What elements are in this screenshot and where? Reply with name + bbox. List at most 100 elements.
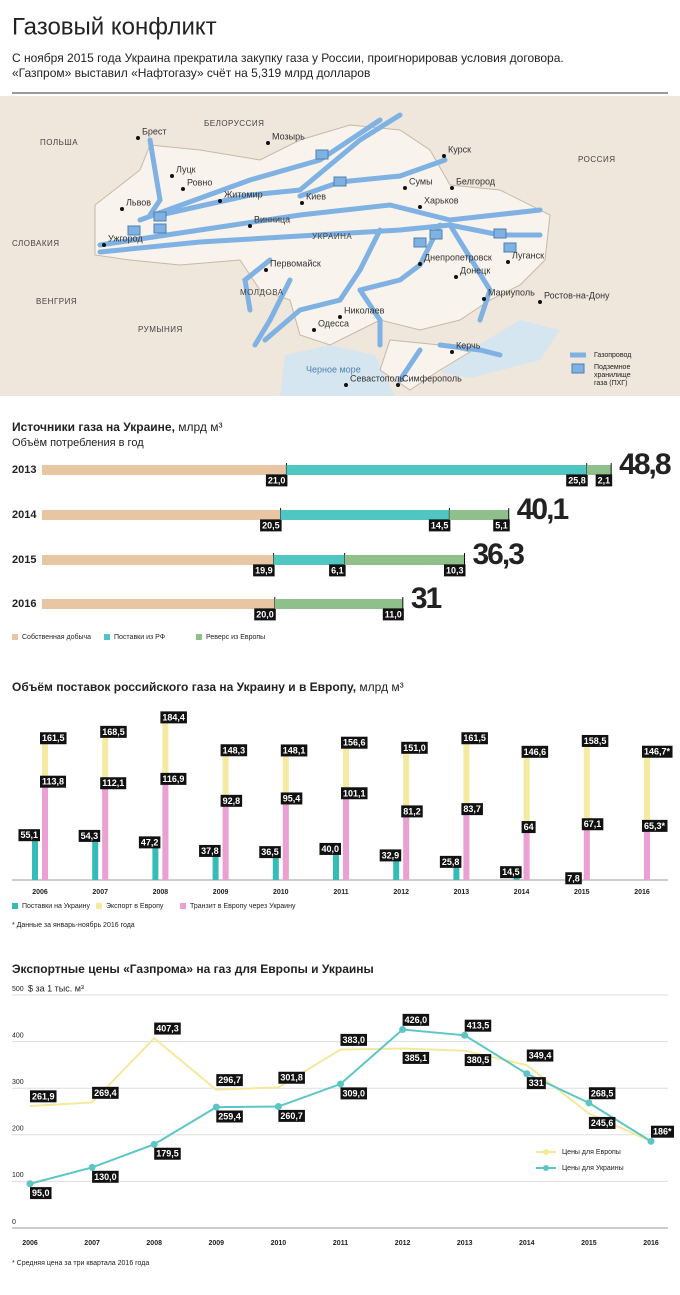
label-bg bbox=[154, 1022, 181, 1035]
city-label: Ужгород bbox=[108, 233, 143, 243]
city-dot bbox=[450, 186, 454, 190]
y-tick-label: 300 bbox=[12, 1079, 24, 1086]
city-dot bbox=[266, 141, 270, 145]
total-label: 31 bbox=[411, 582, 442, 615]
x-tick-label: 2015 bbox=[581, 1240, 597, 1247]
data-label: 301,8 bbox=[280, 1073, 303, 1083]
bar bbox=[644, 746, 650, 880]
data-label: 7,8 bbox=[567, 873, 580, 883]
point bbox=[150, 1140, 158, 1148]
data-label: 413,5 bbox=[467, 1021, 490, 1031]
x-tick-label: 2013 bbox=[454, 889, 470, 896]
city-label: Ростов-на-Дону bbox=[544, 290, 610, 300]
x-tick-label: 2006 bbox=[22, 1240, 38, 1247]
city-label: Брест bbox=[142, 126, 167, 136]
label-bg bbox=[92, 1086, 119, 1099]
title-main: Объём поставок российского газа на Украи… bbox=[12, 680, 356, 694]
data-label: 32,9 bbox=[382, 850, 400, 860]
bar-segment bbox=[286, 465, 587, 475]
x-tick-label: 2012 bbox=[395, 1240, 411, 1247]
city-label: Севастополь bbox=[350, 373, 405, 383]
label-bg bbox=[160, 772, 187, 785]
data-label: 148,1 bbox=[283, 745, 306, 755]
label-bg bbox=[40, 775, 67, 788]
label-bg bbox=[40, 732, 67, 745]
data-label: 151,0 bbox=[403, 743, 426, 753]
city-dot bbox=[344, 383, 348, 387]
label-bg bbox=[588, 1087, 616, 1100]
data-label: 21,0 bbox=[268, 475, 286, 485]
total-label: 36,3 bbox=[473, 538, 525, 571]
city-dot bbox=[538, 300, 542, 304]
point bbox=[399, 1025, 407, 1033]
x-tick-label: 2014 bbox=[514, 889, 530, 896]
label-bg bbox=[100, 777, 127, 790]
title-unit: млрд м³ bbox=[178, 420, 222, 434]
label-bg bbox=[526, 1049, 554, 1062]
bar bbox=[583, 735, 590, 880]
label-bg bbox=[216, 1074, 243, 1087]
label-bg bbox=[340, 1087, 368, 1100]
city-dot bbox=[454, 275, 458, 279]
category-label: 2016 bbox=[12, 598, 36, 610]
x-tick-label: 2011 bbox=[333, 889, 348, 896]
bar bbox=[523, 746, 530, 880]
map: ПОЛЬША БЕЛОРУССИЯ РОССИЯ СЛОВАКИЯ ВЕНГРИ… bbox=[0, 96, 680, 396]
data-label: 83,7 bbox=[463, 804, 481, 814]
title: Газовый конфликт bbox=[12, 13, 217, 40]
bar bbox=[32, 829, 38, 880]
x-tick-label: 2016 bbox=[634, 889, 650, 896]
x-tick-label: 2006 bbox=[32, 889, 48, 896]
x-tick-label: 2014 bbox=[519, 1240, 535, 1247]
city-label: Житомир bbox=[224, 189, 263, 199]
data-label: 5,1 bbox=[495, 520, 508, 530]
country: УКРАИНА bbox=[312, 232, 352, 241]
city-label: Донецк bbox=[460, 265, 490, 275]
sea bbox=[280, 320, 560, 396]
city-dot bbox=[218, 199, 222, 203]
city-dot bbox=[450, 350, 454, 354]
data-label: 25,8 bbox=[442, 857, 460, 867]
label-bg bbox=[565, 872, 582, 885]
city-label: Николаев bbox=[344, 305, 385, 315]
line bbox=[29, 1036, 652, 1143]
legend-swatch bbox=[104, 634, 110, 640]
bar bbox=[453, 856, 460, 880]
category-label: 2015 bbox=[12, 554, 36, 566]
data-label: 168,5 bbox=[102, 727, 125, 737]
x-tick-label: 2016 bbox=[643, 1240, 659, 1247]
bar bbox=[393, 850, 400, 880]
legend-swatch bbox=[543, 1149, 549, 1155]
label-bg bbox=[199, 844, 221, 857]
data-label: 148,3 bbox=[223, 745, 246, 755]
data-label: 146,6 bbox=[524, 747, 547, 757]
data-label: 95,0 bbox=[32, 1188, 50, 1198]
legend-swatch bbox=[12, 903, 18, 909]
bar bbox=[403, 806, 410, 880]
x-tick-label: 2013 bbox=[457, 1240, 473, 1247]
data-label: 40,0 bbox=[321, 844, 339, 854]
label-bg bbox=[216, 1110, 243, 1123]
city-label: Симферополь bbox=[402, 373, 462, 383]
label-bg bbox=[280, 744, 308, 757]
label-bg bbox=[341, 736, 368, 749]
data-label: 81,2 bbox=[403, 806, 421, 816]
data-label: 101,1 bbox=[343, 788, 366, 798]
label-bg bbox=[581, 818, 604, 831]
data-label: 64 bbox=[524, 822, 534, 832]
label-bg bbox=[521, 745, 549, 758]
label-bg bbox=[259, 846, 281, 859]
label-bg bbox=[464, 1019, 492, 1032]
city-dot bbox=[482, 297, 486, 301]
label-bg bbox=[461, 732, 488, 745]
label-bg bbox=[401, 805, 423, 818]
country: ПОЛЬША bbox=[40, 138, 78, 147]
city-dot bbox=[181, 187, 185, 191]
city-label: Ровно bbox=[187, 177, 212, 187]
data-label: 259,4 bbox=[218, 1111, 241, 1121]
data-label: 20,0 bbox=[256, 609, 274, 619]
city-label: Керчь bbox=[456, 340, 481, 350]
footnote: * Средняя цена за три квартала 2016 года bbox=[12, 1260, 149, 1267]
title-unit: млрд м³ bbox=[359, 680, 403, 694]
